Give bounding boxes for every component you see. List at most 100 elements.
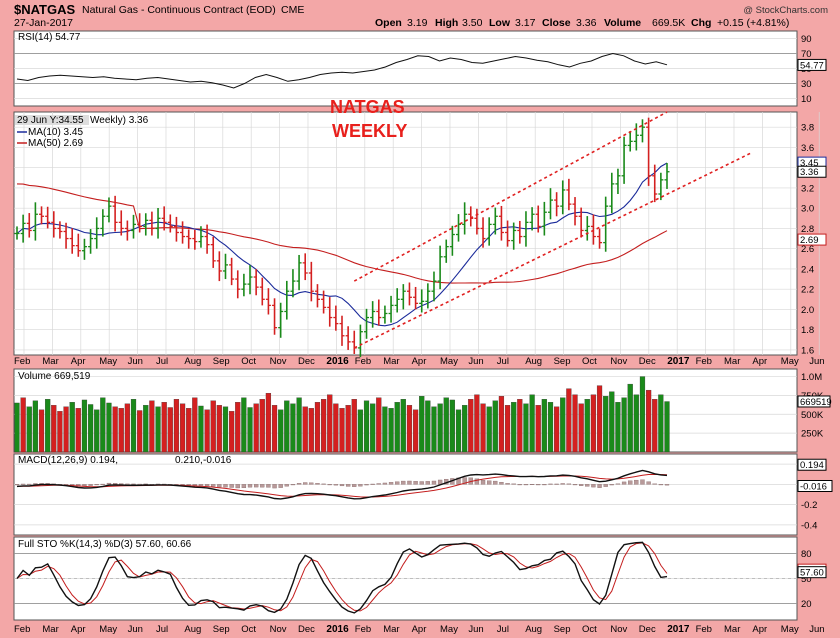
macd-histogram-bar [247,484,253,488]
macd-histogram-bar [266,484,271,488]
volume-bar [143,405,149,453]
price-bar [39,206,45,225]
lower-channel-line [353,151,753,349]
x-tick-label: 2017 [667,356,690,367]
x-tick-label: Jun [468,356,483,367]
macd-histogram-bar [621,481,627,485]
x-tick-label: Dec [298,356,315,367]
volume-bar [554,406,560,453]
y-tick-label: 1.0M [801,372,822,383]
macd-histogram-bar [370,483,375,485]
volume-bar [547,402,554,453]
price-bar [652,164,658,203]
macd-histogram-bar [94,484,99,486]
volume-bar [327,394,333,453]
macd-histogram-bar [609,484,614,486]
macd-histogram-bar [566,483,572,485]
macd-histogram-bar [315,483,320,485]
volume-bar [229,411,235,453]
y-tick-label: -0.2 [801,500,817,511]
volume-bar [578,403,584,453]
volume-bar [419,396,425,453]
price-bar [621,136,627,184]
volume-bar [652,399,658,453]
y-tick-label: -0.4 [801,520,817,531]
price-bar [63,222,69,249]
macd-histogram-bar [112,483,118,485]
price-bar [81,238,87,260]
volume-bar [627,383,633,453]
annotation-natgas: NATGAS [330,97,405,117]
x-tick-label: May [781,624,799,635]
price-bar [486,217,492,246]
x-tick-label: Nov [270,356,287,367]
volume-bar [253,403,259,453]
x-tick-label: Jun [128,624,143,635]
price-title: Weekly) 3.36 [90,115,149,126]
instrument-description: Natural Gas - Continuous Contract (EOD) [82,4,276,16]
macd-histogram-bar [229,484,234,488]
volume-bar [210,400,216,453]
macd-histogram-bar [603,484,608,487]
macd-histogram-bar [591,484,596,488]
price-bar [124,220,130,241]
volume-bar [130,399,137,453]
ma50-line [16,183,668,284]
price-bar [609,172,615,214]
price-bar [474,208,480,235]
chg-label: Chg [691,17,711,29]
volume-bar [658,394,664,453]
macd-histogram-bar [474,478,480,485]
price-bar [646,117,652,186]
sto-panel: 80 50 20 Full STO %K(14,3) %D(3) 57.60, 60.… [13,536,827,621]
price-panel-bg [13,111,798,356]
x-tick-label: Oct [241,356,256,367]
macd-histogram-bar [597,484,602,488]
volume-bar [572,394,578,453]
y-tick-label: 2.0 [801,305,814,316]
y-tick-label: 3.2 [801,183,814,194]
volume-bar [400,399,406,453]
price-bar [137,213,143,233]
macd-histogram-bar [511,483,516,485]
price-bar [235,270,241,299]
volume-bar [57,411,63,453]
price-bar [14,226,20,240]
volume-bar [308,408,314,453]
x-tick-label: Apr [71,356,86,367]
volume-bar [406,405,413,453]
price-bar [26,213,32,238]
macd-histogram-bar [284,484,289,487]
volume-bar [296,397,302,453]
volume-bar [32,400,38,453]
macd-histogram-bar [303,482,308,485]
volume-bar [69,402,75,453]
last-value-label: 2.69 [800,235,819,246]
last-value-label: 669519 [800,397,832,408]
price-bar [498,205,504,241]
price-bar [75,233,81,257]
price-bar [480,217,486,248]
volume-bar [149,400,155,453]
price-bar [639,119,645,143]
macd-histogram-bar [401,480,406,485]
volume-bar [633,394,639,453]
macd-histogram-bar [254,484,259,488]
credit-label: @ StockCharts.com [743,5,828,16]
price-bar [204,224,210,254]
macd-histogram-bar [131,483,136,485]
open-label: Open [375,17,402,29]
volume-bar [100,397,106,453]
x-axis: Feb Mar Apr May Jun Jul Aug Sep Oct Nov Dec 2016 Feb… [14,624,825,635]
volume-bar [603,396,609,453]
volume-bar [112,406,118,453]
symbol-title: $NATGAS [14,2,75,17]
price-bar [462,202,468,235]
macd-histogram-bar [542,484,547,486]
price-bar [290,269,296,298]
price-bar [180,221,186,244]
volume-bar [517,399,523,453]
price-bar [296,254,302,291]
macd-signal-value: 0.210, [175,455,203,466]
